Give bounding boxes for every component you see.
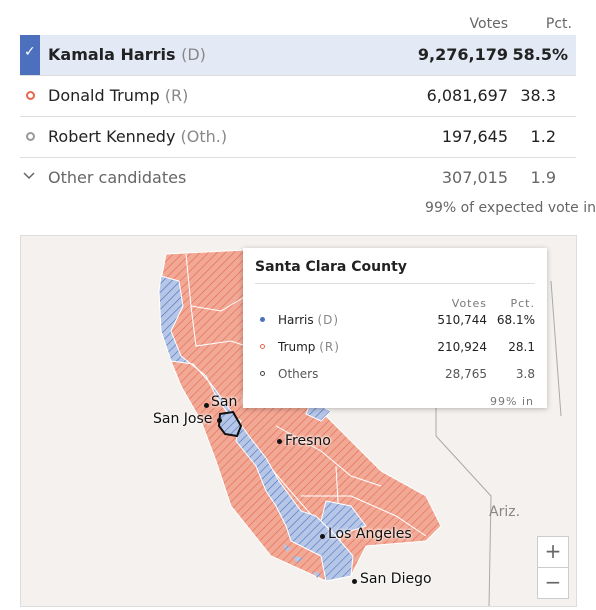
los-angeles-label: Los Angeles [328,526,412,542]
results-header: Votes Pct. [20,0,576,35]
tooltip-pct: 68.1% [496,313,535,327]
vote-pct: 38.3 [520,86,556,105]
tooltip-pct-header: Pct. [510,297,535,310]
tooltip-footer: 99% in [490,395,534,408]
tooltip-candidate-name: Harris [278,313,314,327]
tooltip-votes: 510,744 [437,313,487,327]
tooltip-candidate-name: Others [278,367,319,381]
other-candidates-toggle[interactable]: Other candidates 307,015 1.9 [20,158,576,198]
county-tooltip: Santa Clara County Votes Pct. Harris (D)… [243,248,547,408]
tooltip-row-others: Others 28,765 3.8 [243,365,547,385]
circle-icon [26,91,35,100]
candidate-name-text: Kamala Harris [48,45,176,64]
channel-island [283,544,291,552]
tooltip-candidate: Harris (D) [278,313,339,327]
candidate-row-harris: ✓ Kamala Harris (D) 9,276,179 58.5% [20,35,576,76]
san-francisco-dot [204,403,209,408]
san-jose-label: San Jose [153,411,213,427]
other-dot-icon [260,371,265,376]
checkmark-icon: ✓ [24,44,36,60]
dem-county-la [320,500,367,537]
san-diego-label: San Diego [360,571,432,587]
dem-dot-icon [260,317,265,322]
vote-pct: 1.9 [530,168,556,187]
candidate-name-text: Robert Kennedy [48,127,176,146]
party-label: (R) [164,86,189,105]
fresno-dot [277,439,282,444]
vote-count: 307,015 [441,168,508,187]
tooltip-votes: 28,765 [445,367,487,381]
state-border [435,435,492,606]
tooltip-divider [255,283,535,284]
vote-count: 197,645 [441,127,508,146]
state-border [550,280,562,417]
tooltip-pct: 3.8 [515,367,535,381]
san-jose-dot [217,418,222,423]
results-table: Votes Pct. ✓ Kamala Harris (D) 9,276,179… [20,0,576,198]
zoom-out-button[interactable]: − [537,567,569,599]
tooltip-pct: 28.1 [508,340,535,354]
channel-island [313,571,321,578]
candidate-name: Kamala Harris (D) [48,45,206,64]
winner-marker [20,35,40,75]
candidate-row-kennedy: Robert Kennedy (Oth.) 197,645 1.2 [20,117,576,158]
party-label: (D) [181,45,206,64]
vote-count: 9,276,179 [417,45,508,64]
circle-icon [26,132,35,141]
other-candidates-label: Other candidates [48,168,187,187]
neighbor-state-label: Ariz. [489,504,521,520]
vote-pct: 1.2 [530,127,556,146]
tooltip-row-harris: Harris (D) 510,744 68.1% [243,311,547,331]
tooltip-party: (R) [319,340,340,354]
tooltip-candidate: Trump (R) [278,340,340,354]
chevron-down-icon [23,169,35,185]
rep-dot-icon [260,344,265,349]
tooltip-votes: 210,924 [437,340,487,354]
expected-vote-note: 99% of expected vote in [425,200,596,216]
los-angeles-dot [320,534,325,539]
pct-column-header: Pct. [545,16,572,32]
tooltip-party: (D) [317,313,340,327]
tooltip-row-trump: Trump (R) 210,924 28.1 [243,338,547,358]
tooltip-candidate-name: Trump [278,340,316,354]
vote-pct: 58.5% [512,45,568,64]
dem-counties [158,275,354,582]
candidate-name: Donald Trump (R) [48,86,188,105]
candidate-row-trump: Donald Trump (R) 6,081,697 38.3 [20,76,576,117]
party-label: (Oth.) [180,127,228,146]
santa-clara-county-highlight[interactable] [217,410,243,438]
tooltip-title: Santa Clara County [255,259,407,275]
county-map[interactable]: San Francisco San Jose Fresno Los Angele… [20,235,577,607]
votes-column-header: Votes [469,16,508,32]
tooltip-votes-header: Votes [451,297,487,310]
fresno-label: Fresno [285,433,331,449]
candidate-name: Robert Kennedy (Oth.) [48,127,227,146]
zoom-in-button[interactable]: + [537,536,569,568]
vote-count: 6,081,697 [426,86,508,105]
san-diego-dot [352,579,357,584]
channel-island [293,556,303,563]
candidate-name-text: Donald Trump [48,86,160,105]
